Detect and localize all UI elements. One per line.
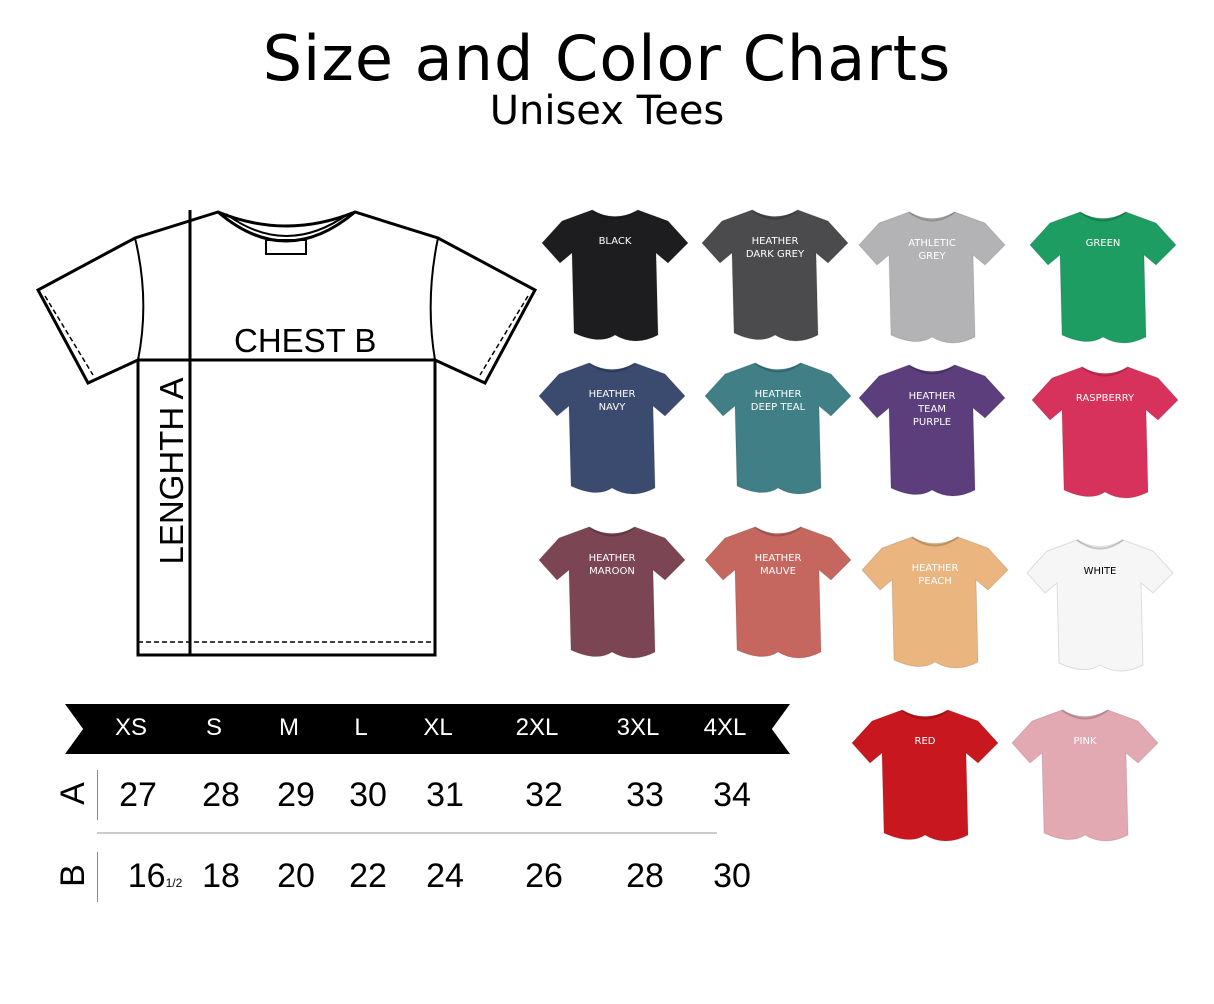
- color-swatch-shirt[interactable]: HEATHER DARK GREY: [700, 205, 850, 350]
- tshirt-icon: [851, 709, 999, 842]
- tshirt-icon: [1031, 366, 1179, 499]
- color-swatch-shirt[interactable]: ATHLETIC GREY: [857, 207, 1007, 352]
- length-value: 31: [426, 776, 464, 814]
- size-header: L: [354, 714, 368, 741]
- length-value: 34: [713, 776, 751, 814]
- color-name: HEATHER MAUVE: [754, 553, 802, 577]
- length-value: 33: [626, 776, 664, 814]
- color-swatch-shirt[interactable]: RED: [850, 705, 1000, 850]
- page-subtitle: Unisex Tees: [489, 88, 725, 134]
- chest-value: 24: [426, 857, 464, 895]
- color-swatch-shirt[interactable]: WHITE: [1025, 535, 1175, 680]
- chest-value: 18: [202, 857, 240, 895]
- length-value: 32: [525, 776, 563, 814]
- color-name: ATHLETIC GREY: [908, 238, 956, 262]
- size-header: 3XL: [616, 714, 660, 741]
- length-label: LENGHTH A: [153, 377, 190, 565]
- color-name: PINK: [1073, 736, 1097, 747]
- chest-value: 26: [525, 857, 563, 895]
- tshirt-icon: [701, 209, 849, 342]
- tshirt-icon: [858, 211, 1006, 344]
- color-swatch-shirt[interactable]: BLACK: [540, 205, 690, 350]
- color-name: HEATHER MAROON: [588, 553, 636, 577]
- chest-label: CHEST B: [234, 322, 377, 359]
- tshirt-icon: [704, 362, 852, 495]
- color-name: WHITE: [1083, 566, 1117, 577]
- color-name: HEATHER NAVY: [588, 389, 636, 413]
- size-header: 2XL: [515, 714, 559, 741]
- chest-value: 28: [626, 857, 664, 895]
- chest-value: 30: [713, 857, 751, 895]
- tshirt-icon: [1029, 211, 1177, 344]
- tshirt-icon: [861, 536, 1009, 669]
- chest-value: 16: [127, 857, 166, 895]
- color-swatch-shirt[interactable]: PINK: [1010, 705, 1160, 850]
- color-name: RED: [914, 736, 936, 747]
- color-swatch-shirt[interactable]: HEATHER MAROON: [537, 522, 687, 667]
- color-swatch-shirt[interactable]: HEATHER TEAM PURPLE: [857, 360, 1007, 505]
- tshirt-icon: [704, 526, 852, 659]
- color-swatch-shirt[interactable]: GREEN: [1028, 207, 1178, 352]
- tshirt-icon: [538, 362, 686, 495]
- length-value: 30: [349, 776, 387, 814]
- color-name: HEATHER TEAM PURPLE: [908, 391, 956, 428]
- tshirt-icon: [538, 526, 686, 659]
- divider: [97, 852, 98, 902]
- row-label-a: A: [53, 782, 92, 805]
- color-name: GREEN: [1085, 238, 1121, 249]
- color-name: HEATHER PEACH: [911, 563, 959, 587]
- page-title: Size and Color Charts: [262, 22, 952, 95]
- color-swatch-shirt[interactable]: RASPBERRY: [1030, 362, 1180, 507]
- length-value: 27: [119, 776, 157, 814]
- row-divider: [97, 832, 717, 834]
- tshirt-icon: [1011, 709, 1159, 842]
- color-swatch-shirt[interactable]: HEATHER DEEP TEAL: [703, 358, 853, 503]
- divider: [97, 770, 98, 820]
- size-header: 4XL: [703, 714, 747, 741]
- size-header: XS: [114, 714, 148, 741]
- chest-value: 20: [277, 857, 315, 895]
- size-header: M: [279, 714, 299, 741]
- tshirt-icon: [1026, 539, 1174, 672]
- color-name: HEATHER DARK GREY: [745, 236, 805, 260]
- tshirt-diagram: [35, 210, 538, 657]
- color-swatch-shirt[interactable]: HEATHER NAVY: [537, 358, 687, 503]
- color-swatch-shirt[interactable]: HEATHER PEACH: [860, 532, 1010, 677]
- size-header: XL: [423, 714, 453, 741]
- color-swatch-shirt[interactable]: HEATHER MAUVE: [703, 522, 853, 667]
- chest-value: 22: [349, 857, 387, 895]
- color-name: BLACK: [598, 236, 632, 247]
- tshirt-icon: [858, 364, 1006, 497]
- color-name: RASPBERRY: [1075, 393, 1135, 404]
- size-header: S: [205, 714, 223, 741]
- chest-fraction: 1/2: [165, 876, 183, 890]
- length-value: 29: [277, 776, 315, 814]
- row-label-b: B: [53, 864, 92, 887]
- length-value: 28: [202, 776, 240, 814]
- size-header-band: [65, 704, 790, 754]
- color-name: HEATHER DEEP TEAL: [750, 389, 806, 413]
- tshirt-icon: [541, 209, 689, 342]
